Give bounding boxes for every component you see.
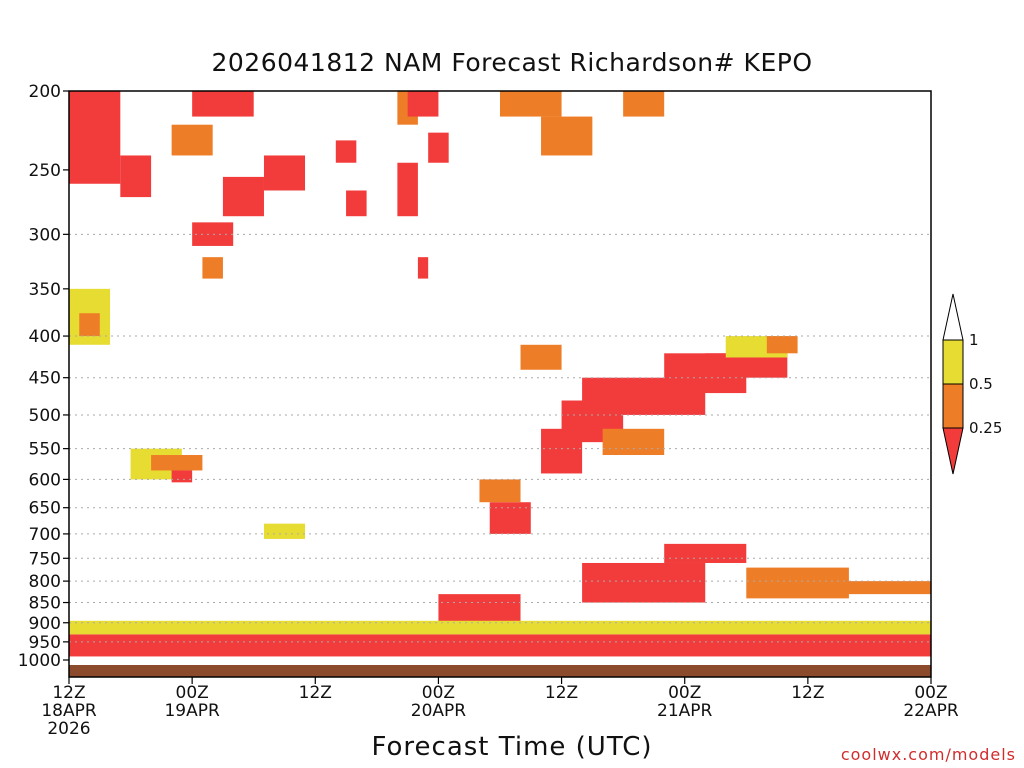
x-tick-label-60-1: 00Z (668, 683, 701, 703)
x-tick-label-0-2: 18APR (41, 701, 97, 721)
x-tick-label-36-1: 00Z (422, 683, 455, 703)
y-tick-label-750: 750 (29, 549, 61, 569)
site-credit[interactable]: coolwx.com/models (840, 745, 1016, 764)
y-axis: 200 250 300 350 400 450 500 550 600 650 700 750 8008… (18, 82, 69, 671)
ri-region-2 (192, 91, 254, 117)
x-tick-label-36-2: 20APR (411, 701, 467, 721)
y-tick-label-200: 200 (29, 82, 61, 102)
y-tick-label-850: 850 (29, 594, 61, 614)
ri-region-16 (541, 116, 593, 156)
x-tick-label-24-1: 12Z (299, 683, 332, 703)
ri-region-3 (171, 124, 213, 156)
ri-region-15 (500, 91, 562, 117)
colorbar-bottom-arrow (942, 427, 964, 475)
ri-region-9 (346, 190, 367, 217)
ri-region-21 (151, 455, 203, 471)
y-tick-label-300: 300 (29, 225, 61, 245)
y-tick-label-800: 800 (29, 572, 61, 592)
ri-region-36 (582, 562, 706, 603)
ri-region-40 (69, 634, 931, 657)
y-tick-label-600: 600 (29, 470, 61, 490)
ri-region-17 (623, 91, 665, 117)
ri-region-25 (489, 502, 531, 534)
ri-region-35 (438, 594, 521, 623)
ri-region-22 (171, 470, 193, 483)
ri-region-0 (69, 91, 121, 184)
x-tick-label-12-2: 19APR (164, 701, 220, 721)
y-tick-label-350: 350 (29, 280, 61, 300)
x-tick-label-0-1: 12Z (52, 683, 85, 703)
y-tick-label-700: 700 (29, 525, 61, 545)
ri-region-19 (79, 313, 100, 337)
ri-region-23 (263, 523, 306, 539)
y-tick-label-650: 650 (29, 499, 61, 519)
ri-region-26 (479, 479, 521, 503)
ri-region-37 (664, 543, 747, 563)
y-tick-label-400: 400 (29, 327, 61, 347)
y-tick-label-450: 450 (29, 369, 61, 389)
ground-fill (69, 665, 931, 677)
ri-region-7 (263, 155, 306, 191)
x-tick-label-84-2: 22APR (903, 701, 959, 721)
y-tick-label-500: 500 (29, 406, 61, 426)
ri-region-39 (807, 581, 931, 595)
ri-region-8 (335, 140, 357, 163)
ri-region-4 (192, 222, 234, 246)
ri-region-6 (222, 176, 264, 217)
colorbar-bin-0.25-0.5 (942, 383, 964, 429)
ri-region-41 (69, 620, 931, 635)
x-tick-label-12-1: 00Z (176, 683, 209, 703)
y-tick-label-250: 250 (29, 161, 61, 181)
ri-region-24 (520, 344, 562, 370)
colorbar-label-0: 1 (969, 331, 979, 349)
ri-region-13 (417, 257, 429, 279)
ri-region-12 (397, 162, 418, 217)
y-tick-label-950: 950 (29, 633, 61, 653)
colorbar-label-2: 0.25 (969, 419, 1002, 437)
colorbar-top-arrow (942, 293, 964, 341)
plot-frame (68, 90, 932, 678)
chart-title: 2026041812 NAM Forecast Richardson# KEPO (211, 48, 813, 77)
ri-region-5 (202, 257, 223, 279)
plot-area (69, 91, 931, 677)
x-tick-label-0-3: 2026 (47, 719, 90, 739)
y-tick-label-1000: 1000 (18, 651, 61, 671)
ri-region-30 (602, 428, 665, 456)
y-tick-label-550: 550 (29, 440, 61, 460)
y-tick-label-900: 900 (29, 614, 61, 634)
x-tick-label-48-1: 12Z (545, 683, 578, 703)
x-tick-label-72-1: 12Z (791, 683, 824, 703)
x-tick-label-84-1: 00Z (914, 683, 947, 703)
colorbar-bin-0.5-1 (942, 339, 964, 385)
ri-region-1 (120, 155, 152, 198)
colorbar-label-1: 0.5 (969, 375, 993, 393)
gridlines (69, 233, 931, 643)
ri-region-11 (407, 91, 439, 117)
x-tick-label-60-2: 21APR (657, 701, 713, 721)
ri-region-14 (428, 132, 449, 163)
ri-region-34 (766, 336, 798, 354)
colorbar-legend: 1 0.5 0.25 (942, 293, 1002, 475)
x-axis-label: Forecast Time (UTC) (371, 732, 653, 762)
